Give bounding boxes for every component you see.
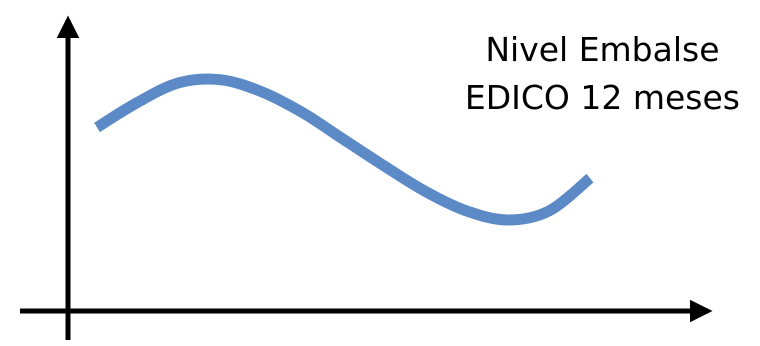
chart-title: Nivel Embalse EDICO 12 meses bbox=[465, 26, 740, 122]
series-line bbox=[94, 73, 594, 226]
data-point-1 bbox=[133, 97, 144, 108]
data-point-9 bbox=[461, 206, 472, 217]
data-point-6 bbox=[338, 134, 349, 145]
chart-title-line-2: EDICO 12 meses bbox=[464, 78, 740, 117]
chart-title-line-1: Nivel Embalse bbox=[485, 30, 720, 69]
data-point-5 bbox=[297, 107, 308, 118]
data-point-10 bbox=[502, 215, 513, 226]
data-point-11 bbox=[543, 206, 554, 217]
data-point-12 bbox=[585, 173, 596, 184]
data-point-4 bbox=[256, 86, 267, 97]
data-point-7 bbox=[379, 161, 390, 172]
data-point-2 bbox=[174, 77, 185, 88]
data-point-0 bbox=[92, 122, 103, 133]
data-point-8 bbox=[420, 186, 431, 197]
data-point-3 bbox=[215, 74, 226, 85]
